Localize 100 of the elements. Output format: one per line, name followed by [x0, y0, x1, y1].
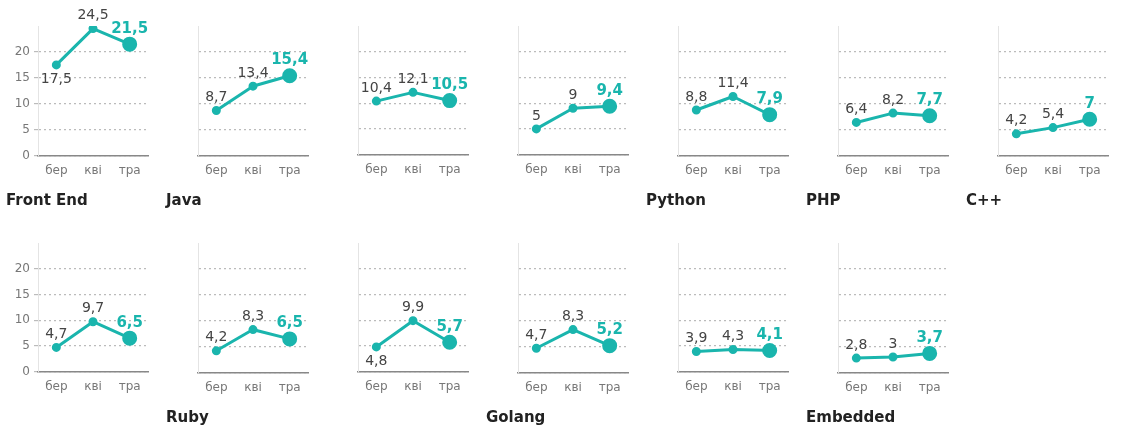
data-label: 9,9 [401, 298, 425, 315]
data-label: 9,7 [81, 299, 105, 316]
x-tick-label: бер [205, 162, 228, 177]
data-label: 9,4 [596, 80, 623, 99]
data-label: 17,5 [40, 69, 72, 86]
data-label: 3 [888, 334, 898, 351]
data-label: 6,5 [276, 313, 303, 332]
x-tick-label: бер [685, 378, 708, 393]
x-tick-label: бер [365, 378, 388, 393]
data-label: 4,1 [756, 324, 783, 343]
data-label: 7,7 [916, 90, 943, 109]
data-label: 24,5 [77, 6, 109, 23]
text: PHP [806, 190, 841, 209]
data-label: 4,2 [1005, 111, 1028, 128]
x-tick-label: бер [365, 161, 388, 176]
y-tick-label: 20 [14, 44, 30, 59]
data-label: 4,3 [721, 327, 745, 344]
x-tick-label: кві [564, 379, 582, 394]
x-tick-label: тра [438, 161, 461, 176]
x-tick-label: бер [525, 161, 548, 176]
data-label: 4,8 [365, 351, 388, 368]
x-tick-label: тра [598, 379, 621, 394]
y-tick-label: 15 [14, 286, 30, 301]
point [88, 317, 98, 327]
x-tick-label: тра [1078, 162, 1101, 177]
point [88, 26, 98, 34]
x-tick-label: тра [758, 162, 781, 177]
x-tick-label: кві [404, 161, 422, 176]
data-label: 8,3 [561, 307, 585, 324]
data-label: 3,7 [916, 327, 943, 346]
x-tick-label: бер [685, 162, 708, 177]
text: Golang [486, 407, 546, 426]
x-tick-label: бер [525, 379, 548, 394]
data-label: 5,7 [436, 316, 463, 335]
y-tick-label: 15 [14, 69, 30, 84]
data-label: 4,2 [205, 328, 228, 345]
x-tick-label: кві [724, 378, 742, 393]
data-label: 4,7 [525, 325, 548, 342]
text: Embedded [806, 407, 896, 426]
text: Ruby [166, 407, 209, 426]
x-tick-label: бер [45, 378, 68, 393]
point [51, 342, 61, 352]
x-tick-label: кві [244, 162, 262, 177]
text: Front End [6, 190, 88, 209]
x-tick-label: кві [884, 162, 902, 177]
y-tick-label: 10 [14, 95, 30, 110]
x-tick-label: тра [278, 379, 301, 394]
x-tick-label: тра [438, 378, 461, 393]
text: C++ [966, 190, 1003, 209]
data-label: 6,5 [116, 312, 143, 331]
text: Python [646, 190, 706, 209]
x-tick-label: бер [845, 162, 868, 177]
data-label: 5,4 [1041, 105, 1065, 122]
data-label: 3,9 [685, 329, 708, 346]
x-tick-label: кві [84, 162, 102, 177]
x-tick-label: тра [118, 162, 141, 177]
x-tick-label: тра [918, 162, 941, 177]
data-label: 13,4 [237, 63, 269, 80]
data-label: 9 [568, 85, 578, 102]
x-tick-label: кві [1044, 162, 1062, 177]
y-tick-label: 10 [14, 312, 30, 327]
x-tick-label: тра [598, 161, 621, 176]
x-tick-label: тра [758, 378, 781, 393]
data-label: 21,5 [111, 18, 149, 37]
data-label: 5,2 [596, 320, 623, 339]
data-label: 10,4 [360, 78, 393, 95]
x-tick-label: тра [278, 162, 301, 177]
data-label: 8,7 [205, 88, 228, 105]
x-tick-label: бер [205, 379, 228, 394]
data-label: 7,9 [756, 89, 783, 108]
data-label: 12,1 [397, 70, 429, 86]
y-tick-label: 0 [22, 363, 30, 378]
x-tick-label: кві [244, 379, 262, 394]
y-tick-label: 0 [22, 147, 30, 162]
x-tick-label: бер [45, 162, 68, 177]
data-label: 6,4 [845, 100, 868, 117]
x-tick-label: кві [404, 378, 422, 393]
data-label: 7 [1084, 93, 1095, 112]
x-tick-label: бер [845, 379, 868, 394]
data-label: 8,2 [881, 90, 905, 107]
x-tick-label: кві [84, 378, 102, 393]
data-label: 2,8 [845, 335, 868, 352]
x-tick-label: кві [884, 379, 902, 394]
x-tick-label: кві [564, 161, 582, 176]
y-tick-label: 5 [22, 121, 30, 136]
data-label: 5 [531, 106, 541, 123]
y-tick-label: 5 [22, 338, 30, 353]
y-tick-label: 20 [14, 260, 30, 275]
x-tick-label: тра [918, 379, 941, 394]
point [51, 60, 61, 70]
x-tick-label: бер [1005, 162, 1028, 177]
data-label: 4,7 [45, 325, 68, 342]
x-tick-label: кві [724, 162, 742, 177]
data-label: 8,8 [685, 87, 708, 104]
data-label: 10,5 [431, 74, 469, 93]
data-label: 11,4 [717, 74, 749, 91]
x-tick-label: тра [118, 378, 141, 393]
text: Java [165, 190, 202, 209]
data-label: 8,3 [241, 307, 265, 324]
data-label: 15,4 [271, 50, 309, 69]
